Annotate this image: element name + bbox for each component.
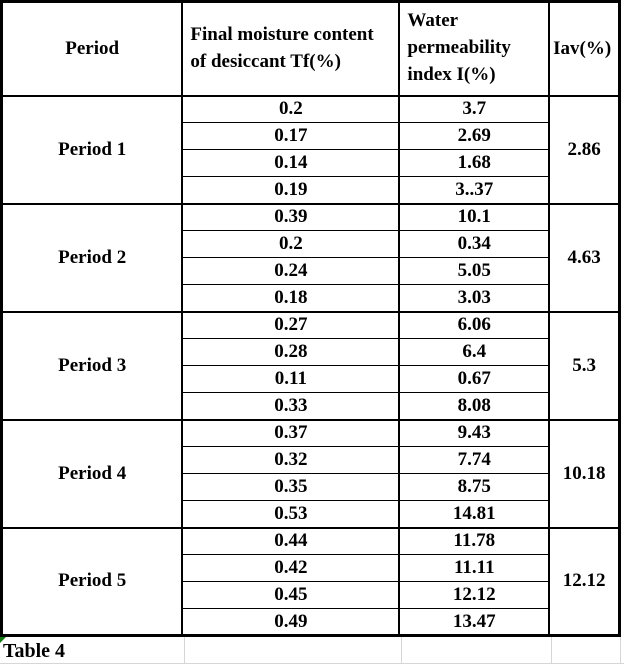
i-value-cell: 14.81 <box>398 500 551 529</box>
tf-value-cell: 0.17 <box>181 122 401 150</box>
table-row: Period 5 0.44 11.78 12.12 <box>0 526 621 637</box>
period-cell: Period 3 <box>0 310 184 421</box>
i-value-cell: 11.78 <box>398 526 551 555</box>
tf-value-cell: 0.37 <box>181 418 401 447</box>
tf-value-cell: 0.35 <box>181 473 401 501</box>
table-caption-row: Table 4 <box>0 637 624 666</box>
tf-value-cell: 0.44 <box>181 526 401 555</box>
tf-value-cell: 0.19 <box>181 176 401 205</box>
gridline-vertical <box>184 637 185 663</box>
i-value-cell: 10.1 <box>398 202 551 231</box>
table-row: 0.28 6.4 <box>2 338 620 366</box>
i-value-cell: 12.12 <box>398 581 551 609</box>
gridline-vertical <box>620 637 621 663</box>
iav-cell: 12.12 <box>548 526 621 637</box>
iav-cell: 2.86 <box>548 94 621 205</box>
tf-value-cell: 0.14 <box>181 149 401 177</box>
tf-value-cell: 0.49 <box>181 608 401 637</box>
i-value-cell: 3.7 <box>398 94 551 123</box>
tf-value-cell: 0.27 <box>181 310 401 339</box>
tf-value-cell: 0.2 <box>181 230 401 258</box>
tf-value-cell: 0.33 <box>181 392 401 421</box>
header-row: Period Final moisture content of desicca… <box>0 0 621 97</box>
table-row: 0.53 14.81 <box>2 500 620 529</box>
tf-value-cell: 0.28 <box>181 338 401 366</box>
tf-value-cell: 0.18 <box>181 284 401 313</box>
table-row: Period 2 0.39 10.1 4.63 <box>0 202 621 313</box>
table-row: 0.33 8.08 <box>2 392 620 421</box>
i-value-cell: 11.11 <box>398 554 551 582</box>
table-row: 0.11 0.67 <box>2 365 620 393</box>
i-value-cell: 13.47 <box>398 608 551 637</box>
i-value-cell: 2.69 <box>398 122 551 150</box>
table-row: 0.2 0.34 <box>2 230 620 258</box>
period-cell: Period 5 <box>0 526 184 637</box>
tf-value-cell: 0.2 <box>181 94 401 123</box>
table-row: Period 1 0.2 3.7 2.86 <box>0 94 621 205</box>
iav-cell: 5.3 <box>548 310 621 421</box>
i-value-cell: 8.08 <box>398 392 551 421</box>
tf-value-cell: 0.53 <box>181 500 401 529</box>
period-cell: Period 4 <box>0 418 184 529</box>
table-row: 0.35 8.75 <box>2 473 620 501</box>
table-row: 0.18 3.03 <box>2 284 620 313</box>
tf-value-cell: 0.42 <box>181 554 401 582</box>
table-row: 0.49 13.47 <box>2 608 620 637</box>
header-final-moisture: Final moisture content of desiccant Tf(%… <box>181 0 401 97</box>
header-water-permeability: Water permeability index I(%) <box>398 0 551 97</box>
i-value-cell: 6.06 <box>398 310 551 339</box>
tf-value-cell: 0.45 <box>181 581 401 609</box>
cell-error-marker-icon <box>0 637 6 643</box>
table-row: 0.42 11.11 <box>2 554 620 582</box>
tf-value-cell: 0.39 <box>181 202 401 231</box>
gridline-vertical <box>551 637 552 663</box>
i-value-cell: 3..37 <box>398 176 551 205</box>
table-row: Period 3 0.27 6.06 5.3 <box>0 310 621 421</box>
i-value-cell: 8.75 <box>398 473 551 501</box>
i-value-cell: 9.43 <box>398 418 551 447</box>
table-row: 0.45 12.12 <box>2 581 620 609</box>
iav-cell: 4.63 <box>548 202 621 313</box>
tf-value-cell: 0.32 <box>181 446 401 474</box>
table-row: 0.17 2.69 <box>2 122 620 150</box>
tf-value-cell: 0.11 <box>181 365 401 393</box>
header-iav: Iav(%) <box>548 0 621 97</box>
period-cell: Period 1 <box>0 94 184 205</box>
table-row: 0.14 1.68 <box>2 149 620 177</box>
i-value-cell: 7.74 <box>398 446 551 474</box>
iav-cell: 10.18 <box>548 418 621 529</box>
data-table: Period Final moisture content of desicca… <box>0 0 621 637</box>
i-value-cell: 0.67 <box>398 365 551 393</box>
table-row: Period 4 0.37 9.43 10.18 <box>0 418 621 529</box>
table-caption: Table 4 <box>3 640 66 662</box>
i-value-cell: 6.4 <box>398 338 551 366</box>
table-row: 0.19 3..37 <box>2 176 620 205</box>
gridline-vertical <box>401 637 402 663</box>
i-value-cell: 1.68 <box>398 149 551 177</box>
tf-value-cell: 0.24 <box>181 257 401 285</box>
i-value-cell: 0.34 <box>398 230 551 258</box>
table-row: 0.24 5.05 <box>2 257 620 285</box>
gridline-horizontal <box>0 663 624 664</box>
period-cell: Period 2 <box>0 202 184 313</box>
header-period: Period <box>0 0 184 97</box>
i-value-cell: 5.05 <box>398 257 551 285</box>
i-value-cell: 3.03 <box>398 284 551 313</box>
